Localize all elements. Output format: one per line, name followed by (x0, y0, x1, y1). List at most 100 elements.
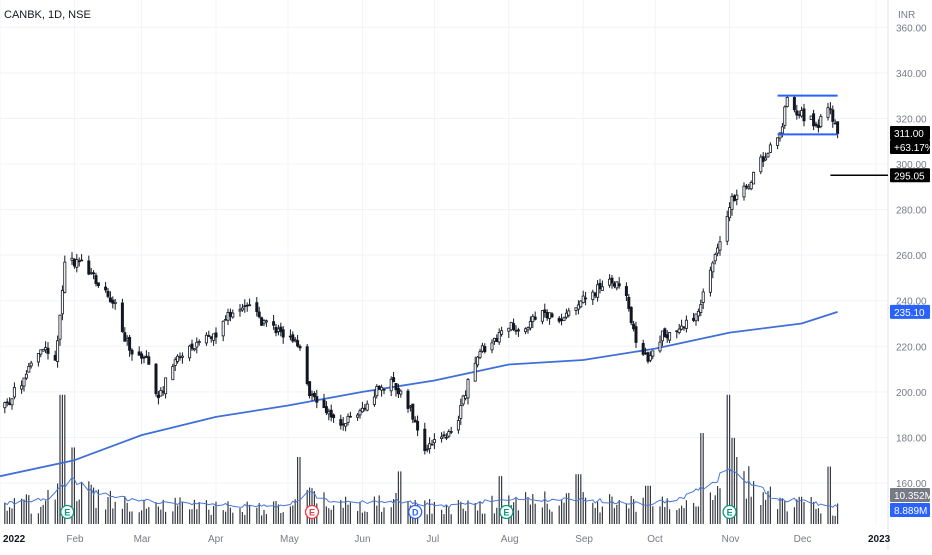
candle-body (627, 297, 631, 309)
candle-body (192, 348, 196, 351)
candle-body (608, 278, 612, 286)
candle-body (648, 355, 652, 361)
candle-body (96, 282, 100, 286)
candle-body (576, 304, 580, 310)
candle-body (684, 319, 688, 329)
volume-bar (342, 507, 344, 524)
candle-body (56, 340, 60, 362)
candle-body (332, 414, 336, 419)
volume-bar (179, 497, 181, 524)
moving-average-line (0, 311, 838, 478)
candle-body (416, 421, 420, 431)
volume-bar (743, 471, 745, 524)
volume-bar (628, 508, 630, 524)
volume-bar (777, 509, 779, 524)
candle-body (826, 107, 830, 118)
candle-body (423, 428, 427, 452)
candle-body (744, 185, 748, 188)
candle-body (113, 301, 117, 304)
candle-body (260, 317, 264, 326)
volume-bar (719, 488, 721, 524)
volume-bar (429, 499, 431, 524)
candle-body (180, 355, 184, 358)
event-marker-label: E (64, 508, 70, 518)
candle-body (492, 337, 496, 342)
candle-body (80, 259, 84, 262)
candle-body (3, 402, 7, 409)
volume-bar (676, 510, 678, 524)
y-tick-label: 300.00 (896, 160, 927, 171)
candle-body (692, 317, 696, 321)
event-marker[interactable]: E (60, 504, 75, 520)
candle-body (550, 313, 554, 318)
price-axis[interactable]: INR 160.00 180.00 200.00 220.00 240.00 260.00… (896, 10, 927, 490)
candle-body (600, 286, 604, 291)
drawings[interactable] (777, 94, 888, 177)
change-percent-label: +63.17% (894, 143, 932, 154)
volume-bar (678, 508, 680, 524)
volume-bar (81, 482, 83, 524)
candle-body (711, 262, 715, 273)
candle-body (699, 304, 703, 313)
volume-bar (633, 499, 635, 524)
volume-bar (443, 514, 445, 524)
volume-bar (141, 510, 143, 524)
candle-body (783, 106, 787, 126)
volume-bar (491, 495, 493, 524)
candle-body (58, 314, 62, 340)
candle-body (632, 323, 636, 330)
candle-body (764, 157, 768, 161)
event-marker[interactable]: E (304, 504, 320, 520)
volume-bar (258, 502, 260, 524)
candle-body (360, 407, 364, 413)
volume-bar (239, 508, 241, 524)
symbol-title[interactable]: CANBK, 1D, NSE (4, 9, 91, 21)
event-marker[interactable]: D (408, 504, 423, 520)
volume-bar (143, 499, 145, 524)
candle-body (483, 346, 487, 353)
volume-bar (659, 506, 661, 524)
candle-body (809, 115, 813, 120)
candle-body (658, 341, 662, 352)
candle-body (610, 277, 614, 284)
candle-body (591, 291, 595, 300)
volume-bar (93, 487, 95, 524)
volume-bar (395, 493, 397, 524)
event-marker[interactable]: E (499, 504, 514, 520)
candle-body (507, 327, 511, 332)
volume-bar (30, 513, 32, 524)
volume-bar (609, 494, 611, 524)
volume-bar (148, 507, 150, 524)
volume-bar (733, 437, 735, 524)
event-marker-circle (499, 504, 514, 520)
event-marker[interactable]: E (722, 504, 737, 520)
volume-bar (582, 492, 584, 524)
time-axis[interactable]: 2022 Feb Mar Apr May Jun Jul Aug Sep Oct Nov Dec 202… (3, 534, 891, 545)
volume-bar (834, 515, 836, 524)
volume-bar (400, 471, 402, 524)
candle-body (5, 401, 9, 404)
candle-body (312, 392, 316, 398)
volume-bar (729, 394, 731, 524)
volume-bar (527, 498, 529, 524)
volume-ma-line (4, 467, 838, 509)
volume-bar (54, 499, 56, 524)
x-tick-label: Jul (426, 534, 439, 545)
volume-bar (138, 512, 140, 524)
y-tick-label: 360.00 (896, 23, 927, 34)
volume-bar (357, 510, 359, 524)
volume-bar (815, 508, 817, 524)
level-price-label: 295.05 (894, 171, 925, 182)
volume-bar (592, 502, 594, 524)
candle-body (92, 272, 96, 275)
candle-body (533, 316, 537, 320)
volume-bar (481, 513, 483, 524)
volume-bar (273, 501, 275, 524)
volume-bar (112, 508, 114, 524)
candle-body (264, 320, 268, 323)
candle-body (204, 334, 208, 344)
candle-body (596, 284, 600, 298)
